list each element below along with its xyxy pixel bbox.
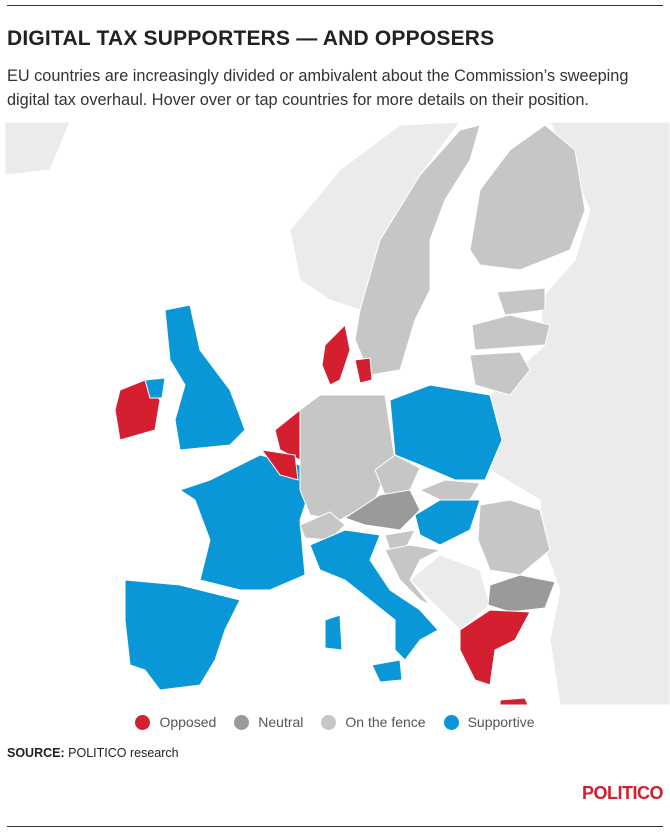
title: DIGITAL TAX SUPPORTERS — AND OPPOSERS [7,27,495,50]
legend-item: Supportive [443,714,535,730]
country[interactable] [459,609,531,686]
top-rule [7,5,663,6]
country[interactable] [414,499,481,546]
logo: POLITICO [582,783,664,803]
subtitle: EU countries are increasingly divided or… [7,67,629,109]
country[interactable] [487,574,556,613]
bottom-rule [7,826,663,827]
country[interactable] [299,511,346,541]
legend-item: On the fence [321,714,426,730]
country[interactable] [384,544,442,606]
legend-item: Neutral [234,714,303,730]
country[interactable] [389,384,503,481]
country[interactable] [354,357,373,384]
source: SOURCE: POLITICO research [7,746,179,760]
country[interactable] [343,489,421,531]
map [0,122,670,706]
country[interactable] [371,659,403,683]
source-label: SOURCE: [7,746,65,760]
legend-swatch [443,714,459,730]
country[interactable] [477,499,551,576]
country[interactable] [374,454,421,496]
land [4,122,71,176]
source-text: POLITICO research [68,746,179,760]
country[interactable] [469,124,586,271]
country[interactable] [144,377,166,399]
country[interactable] [354,124,481,376]
country[interactable] [499,697,529,706]
country[interactable] [164,304,246,451]
legend: Opposed Neutral On the fence Supportive [0,714,670,730]
country[interactable] [471,314,551,351]
legend-swatch [135,714,151,730]
country[interactable] [324,614,343,651]
country[interactable] [309,529,439,661]
country[interactable] [418,479,481,501]
land [489,122,670,706]
legend-label: Neutral [258,714,304,730]
legend-label: Opposed [159,714,217,730]
country[interactable] [124,579,241,691]
legend-swatch [234,714,250,730]
country[interactable] [496,287,546,316]
legend-item: Opposed [135,714,216,730]
country[interactable] [321,323,351,386]
legend-label: On the fence [345,714,426,730]
country[interactable] [469,351,531,396]
country[interactable] [260,449,299,481]
legend-label: Supportive [467,714,535,730]
legend-swatch [321,714,337,730]
